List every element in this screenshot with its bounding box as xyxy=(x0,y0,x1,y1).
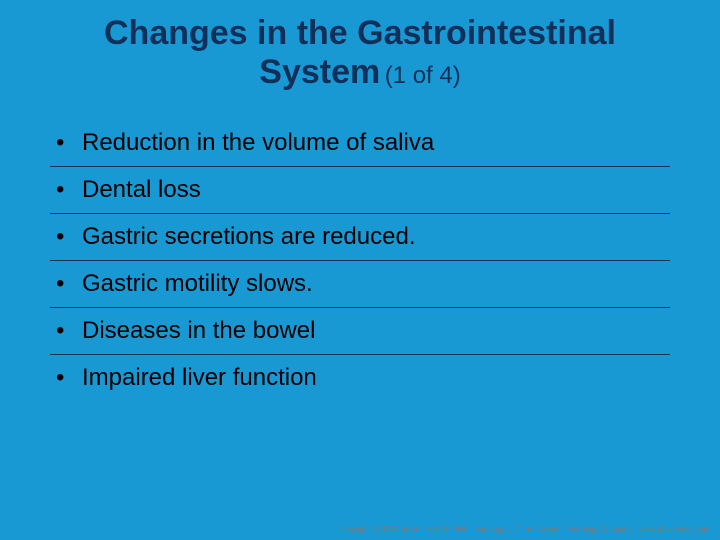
list-item: • Dental loss xyxy=(50,167,670,214)
slide-title-main: Changes in the Gastrointestinal System xyxy=(104,14,616,91)
bullet-text: Gastric secretions are reduced. xyxy=(82,223,670,251)
bullet-list: • Reduction in the volume of saliva • De… xyxy=(0,92,720,401)
bullet-marker: • xyxy=(50,129,82,157)
bullet-marker: • xyxy=(50,317,82,345)
bullet-text: Diseases in the bowel xyxy=(82,317,670,345)
slide: Changes in the Gastrointestinal System (… xyxy=(0,0,720,540)
copyright-footer: Copyright © 2017 by Jones & Bartlett Lea… xyxy=(336,525,710,534)
bullet-text: Dental loss xyxy=(82,176,670,204)
list-item: • Impaired liver function xyxy=(50,355,670,401)
bullet-marker: • xyxy=(50,223,82,251)
slide-title-area: Changes in the Gastrointestinal System (… xyxy=(0,0,720,92)
list-item: • Reduction in the volume of saliva xyxy=(50,120,670,167)
bullet-marker: • xyxy=(50,176,82,204)
bullet-marker: • xyxy=(50,364,82,392)
bullet-marker: • xyxy=(50,270,82,298)
bullet-text: Gastric motility slows. xyxy=(82,270,670,298)
list-item: • Gastric secretions are reduced. xyxy=(50,214,670,261)
list-item: • Diseases in the bowel xyxy=(50,308,670,355)
slide-title-counter: (1 of 4) xyxy=(385,62,461,89)
list-item: • Gastric motility slows. xyxy=(50,261,670,308)
bullet-text: Reduction in the volume of saliva xyxy=(82,129,670,157)
bullet-text: Impaired liver function xyxy=(82,364,670,392)
